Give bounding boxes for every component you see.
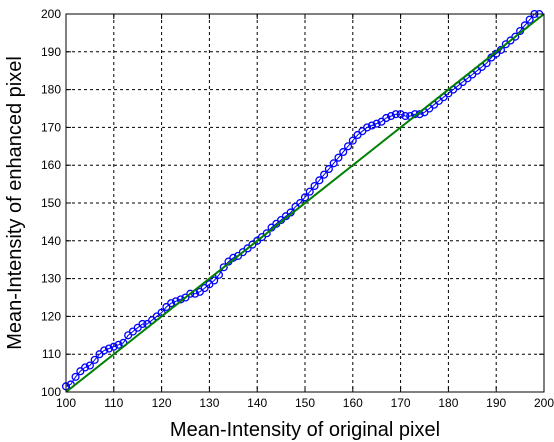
data-point [382, 113, 391, 122]
data-point [219, 263, 228, 272]
x-tick-label: 130 [199, 396, 219, 410]
data-point [90, 355, 99, 364]
data-point [367, 121, 376, 130]
data-point [324, 164, 333, 174]
x-tick-label: 170 [391, 396, 411, 410]
x-tick-label: 100 [56, 396, 76, 410]
y-tick-label: 120 [41, 309, 61, 323]
y-tick-label: 140 [41, 234, 61, 248]
series-1 [65, 13, 545, 393]
x-tick-label: 180 [438, 396, 458, 410]
data-point [348, 136, 357, 145]
y-tick-label: 130 [41, 272, 61, 286]
y-tick-label: 190 [41, 45, 61, 59]
x-tick-label: 150 [295, 396, 315, 410]
y-tick-label: 160 [41, 158, 61, 172]
grid-lines [66, 14, 544, 392]
data-point [300, 193, 310, 202]
series-line [65, 13, 545, 393]
y-tick-label: 100 [41, 385, 61, 399]
data-point [85, 361, 94, 370]
data-point [315, 176, 324, 185]
data-point [186, 289, 195, 298]
data-point [138, 319, 147, 329]
data-point [372, 119, 381, 128]
y-tick-label: 180 [41, 83, 61, 97]
data-point [320, 170, 329, 179]
data-point [511, 32, 520, 41]
x-tick-label: 140 [247, 396, 267, 410]
data-point [104, 344, 114, 353]
data-point [210, 276, 219, 285]
data-point [81, 363, 90, 372]
data-point [114, 340, 123, 349]
axis-ticks: 100 110 120 130 140 150 160 170 180 190 200 100 110 1… [41, 7, 554, 410]
y-tick-label: 110 [42, 347, 61, 361]
x-tick-label: 190 [486, 396, 506, 410]
data-point [100, 346, 109, 355]
data-point [339, 147, 348, 157]
x-tick-label: 120 [152, 396, 172, 410]
data-point [71, 372, 80, 381]
x-tick-label: 110 [104, 396, 123, 410]
data-point [310, 181, 319, 191]
y-tick-label: 150 [41, 196, 61, 210]
data-point [262, 229, 271, 238]
data-point [305, 187, 314, 196]
data-point [329, 159, 338, 168]
x-axis-label: Mean-Intensity of original pixel [170, 419, 440, 441]
data-point [334, 153, 343, 162]
data-point [343, 142, 353, 151]
x-tick-label: 200 [534, 396, 554, 410]
data-point [109, 342, 118, 351]
data-point [391, 110, 400, 119]
x-tick-label: 160 [343, 396, 363, 410]
data-point [525, 15, 534, 24]
data-point [386, 112, 396, 121]
data-point [167, 299, 176, 308]
y-tick-label: 170 [41, 120, 61, 134]
y-tick-label: 200 [41, 7, 61, 21]
data-point [401, 112, 410, 121]
y-axis-label: Mean-Intensity of enhanced pixel [4, 56, 26, 350]
data-point [396, 110, 405, 119]
data-point [363, 123, 372, 132]
